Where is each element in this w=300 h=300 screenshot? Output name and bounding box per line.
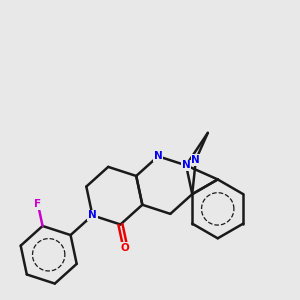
Text: F: F [34, 200, 41, 209]
Text: N: N [154, 151, 163, 161]
Text: N: N [191, 155, 200, 165]
Text: N: N [182, 160, 190, 170]
Text: N: N [88, 210, 97, 220]
Text: O: O [121, 242, 130, 253]
